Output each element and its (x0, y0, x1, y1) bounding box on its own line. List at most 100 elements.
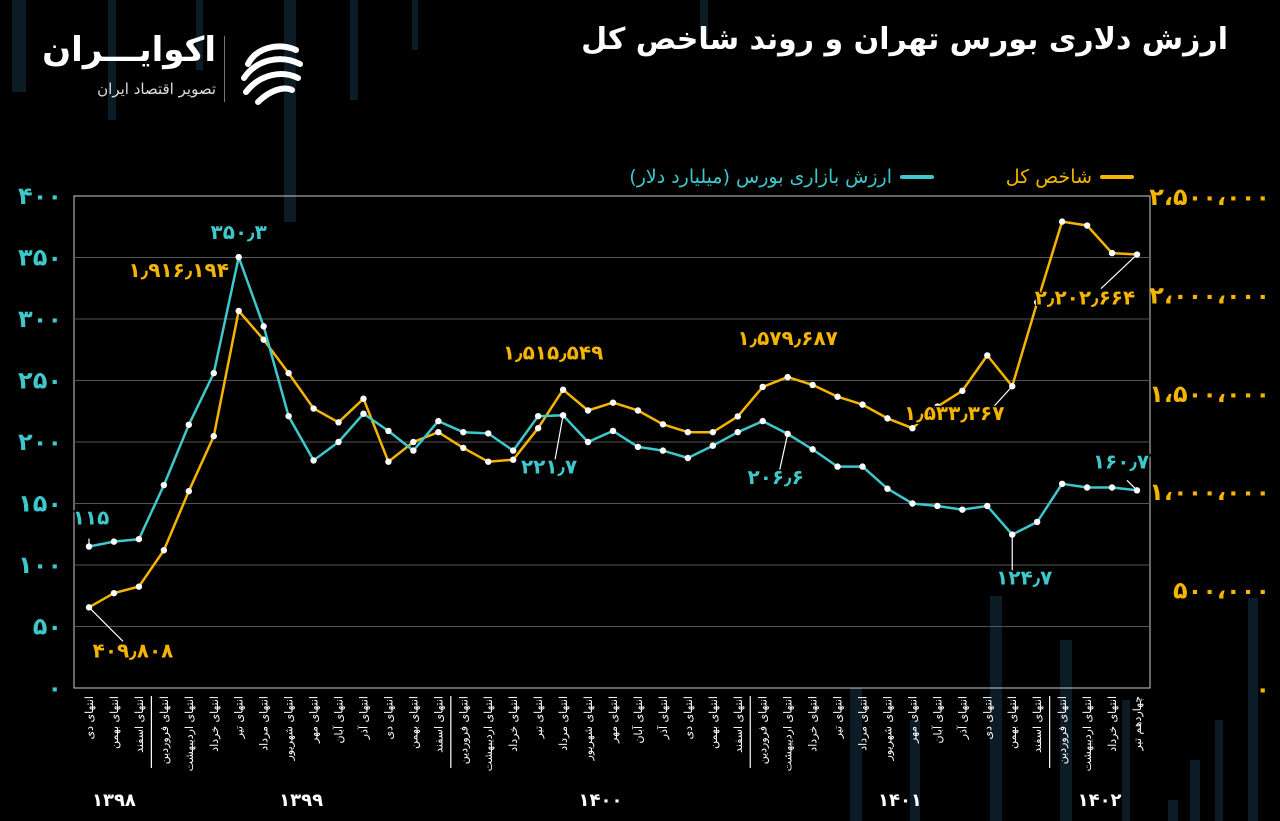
data-point-index (210, 432, 217, 440)
data-point-index (435, 428, 442, 436)
x-tick-label: انتهای دی (83, 696, 96, 739)
background-bar (350, 0, 358, 100)
x-tick-label: انتهای اسفند (732, 696, 745, 753)
data-point-value (909, 500, 916, 507)
x-tick-label: انتهای بهمن (1006, 696, 1019, 749)
annotation-leader (991, 385, 1013, 409)
data-point-value (984, 502, 991, 510)
y-left-tick-label: ۱۰۰ (18, 551, 62, 579)
annotation-leader (88, 606, 124, 642)
background-bar (12, 0, 26, 92)
x-tick-label: انتهای شهریور (582, 696, 595, 761)
data-point-index (335, 419, 342, 426)
data-label: ۱٫۵۳۳٫۳۶۷ (904, 401, 1004, 425)
legend-swatch-value (900, 175, 934, 179)
logo-divider (224, 36, 225, 102)
x-tick-label: انتهای اردیبهشت (782, 696, 795, 771)
data-point-index (110, 589, 118, 597)
background-bar (990, 596, 1002, 821)
data-point-index (1108, 249, 1116, 257)
x-tick-label: انتهای شهریور (881, 696, 894, 761)
x-tick-label: انتهای آذر (356, 696, 370, 740)
data-point-value (759, 417, 766, 425)
data-label: ۱٫۵۱۵٫۵۴۹ (503, 341, 603, 365)
data-point-index (285, 369, 292, 377)
data-point-index (834, 393, 841, 400)
data-point-value (135, 535, 143, 543)
data-label: ۲٫۲۰۲٫۶۶۴ (1035, 286, 1135, 310)
data-label: ۱٫۵۷۹٫۶۸۷ (737, 326, 837, 350)
data-point-value (784, 430, 791, 438)
x-tick-label: انتهای تیر (233, 696, 246, 739)
data-point-value (435, 417, 442, 425)
data-point-index (360, 395, 367, 402)
x-tick-label: چهاردهم تیر (1131, 696, 1144, 752)
data-point-value (485, 430, 492, 437)
x-tick-label: انتهای بهمن (407, 696, 420, 749)
data-point-value (659, 447, 667, 454)
y-left-tick-label: ۲۰۰ (18, 428, 62, 456)
year-label: ۱۴۰۲ (1078, 790, 1122, 811)
data-point-index (260, 336, 267, 343)
data-point-value (335, 438, 342, 446)
x-tick-label: انتهای مرداد (258, 696, 271, 751)
data-point-index (135, 583, 143, 590)
background-bar (108, 0, 116, 120)
data-label: ۴۰۹٫۸۰۸ (93, 638, 174, 662)
background-bar (196, 0, 203, 70)
data-point-index (584, 407, 592, 414)
data-point-value (185, 421, 193, 428)
x-tick-label: انتهای فروردین (457, 696, 470, 764)
data-point-index (1033, 299, 1041, 306)
logo: اکوایـــران تصویر اقتصاد ایران (42, 30, 318, 110)
x-tick-label: انتهای اردیبهشت (482, 696, 495, 771)
background-bar (1248, 598, 1258, 821)
data-point-value (385, 427, 392, 435)
y-left-tick-label: ۲۵۰ (18, 367, 62, 395)
data-point-index (659, 421, 667, 428)
logo-tagline: تصویر اقتصاد ایران (97, 80, 216, 98)
x-tick-label: انتهای فروردین (757, 696, 770, 764)
background-bar (1190, 760, 1200, 821)
data-point-index (734, 413, 741, 420)
x-tick-label: انتهای اردیبهشت (183, 696, 196, 771)
annotation-leader (1126, 479, 1138, 491)
data-point-index (410, 438, 417, 446)
annotation-leader (779, 433, 789, 471)
x-tick-label: انتهای آبان (631, 696, 645, 744)
x-tick-label: انتهای اردیبهشت (1081, 696, 1094, 771)
data-point-value (310, 457, 317, 464)
y-left-tick-label: ۴۰۰ (18, 182, 62, 210)
y-right-tick-label: ۲،۰۰۰،۰۰۰ (1149, 281, 1270, 309)
x-tick-label: انتهای اسفند (432, 696, 445, 753)
data-point-index (934, 403, 941, 410)
background-bar (1215, 720, 1223, 821)
logo-name: اکوایـــران (42, 30, 216, 70)
data-point-value (260, 323, 267, 330)
legend-swatch-index (1100, 175, 1134, 179)
data-point-index (485, 458, 492, 465)
data-point-value (235, 253, 242, 261)
x-tick-label: انتهای خرداد (208, 696, 221, 752)
data-point-index (859, 401, 866, 408)
data-point-value (734, 428, 741, 436)
data-point-value (360, 410, 367, 417)
data-point-index (609, 399, 617, 406)
data-point-value (110, 538, 118, 545)
year-label: ۱۳۹۹ (279, 790, 323, 811)
x-tick-label: انتهای اسفند (1031, 696, 1044, 753)
data-point-value (210, 369, 217, 377)
background-bar (910, 720, 920, 821)
x-tick-label: انتهای آبان (332, 696, 346, 744)
y-left-tick-label: ۰ (47, 674, 62, 702)
data-label: ۱۲۴٫۷ (996, 566, 1052, 590)
y-left-tick-label: ۵۰ (33, 613, 62, 641)
annotation-leader (1100, 254, 1138, 289)
data-point-value (285, 412, 292, 420)
x-tick-label: انتهای آبان (930, 696, 944, 744)
data-point-index (884, 415, 891, 422)
data-point-value (160, 481, 168, 489)
x-tick-label: انتهای مهر (607, 696, 620, 744)
legend-label-value: ارزش بازاری بورس (میلیارد دلار) (629, 166, 892, 188)
annotation-leader (554, 415, 564, 460)
